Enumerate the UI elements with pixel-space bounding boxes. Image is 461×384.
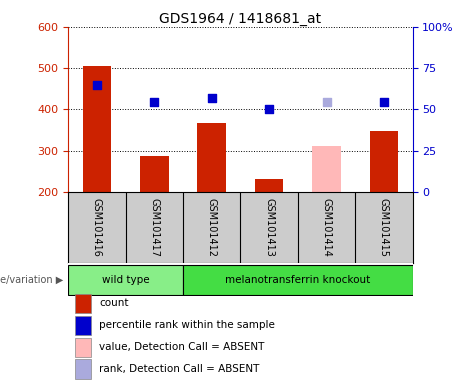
Bar bbox=[370, 131, 398, 192]
Bar bbox=[312, 146, 341, 192]
Text: count: count bbox=[99, 298, 129, 308]
Text: genotype/variation ▶: genotype/variation ▶ bbox=[0, 275, 64, 285]
Text: GSM101412: GSM101412 bbox=[207, 198, 217, 257]
Point bbox=[93, 82, 100, 88]
Text: GSM101413: GSM101413 bbox=[264, 198, 274, 257]
Text: GSM101415: GSM101415 bbox=[379, 198, 389, 257]
Bar bbox=[83, 66, 111, 192]
Title: GDS1964 / 1418681_at: GDS1964 / 1418681_at bbox=[160, 12, 321, 26]
Bar bbox=[255, 179, 284, 192]
Text: GSM101416: GSM101416 bbox=[92, 198, 102, 257]
Point bbox=[151, 99, 158, 106]
Text: GSM101414: GSM101414 bbox=[321, 198, 331, 257]
Point bbox=[380, 99, 388, 105]
Text: rank, Detection Call = ABSENT: rank, Detection Call = ABSENT bbox=[99, 364, 260, 374]
Bar bbox=[75, 359, 91, 379]
Point bbox=[323, 99, 330, 105]
Text: melanotransferrin knockout: melanotransferrin knockout bbox=[225, 275, 371, 285]
Bar bbox=[75, 316, 91, 335]
Bar bbox=[75, 338, 91, 357]
Text: value, Detection Call = ABSENT: value, Detection Call = ABSENT bbox=[99, 342, 265, 352]
Text: percentile rank within the sample: percentile rank within the sample bbox=[99, 320, 275, 330]
Bar bbox=[68, 265, 183, 295]
Bar bbox=[75, 294, 91, 313]
Bar bbox=[140, 156, 169, 192]
Text: wild type: wild type bbox=[102, 275, 149, 285]
Bar bbox=[197, 122, 226, 192]
Point bbox=[266, 106, 273, 113]
Point bbox=[208, 95, 215, 101]
Bar bbox=[183, 265, 413, 295]
Text: GSM101417: GSM101417 bbox=[149, 198, 160, 257]
